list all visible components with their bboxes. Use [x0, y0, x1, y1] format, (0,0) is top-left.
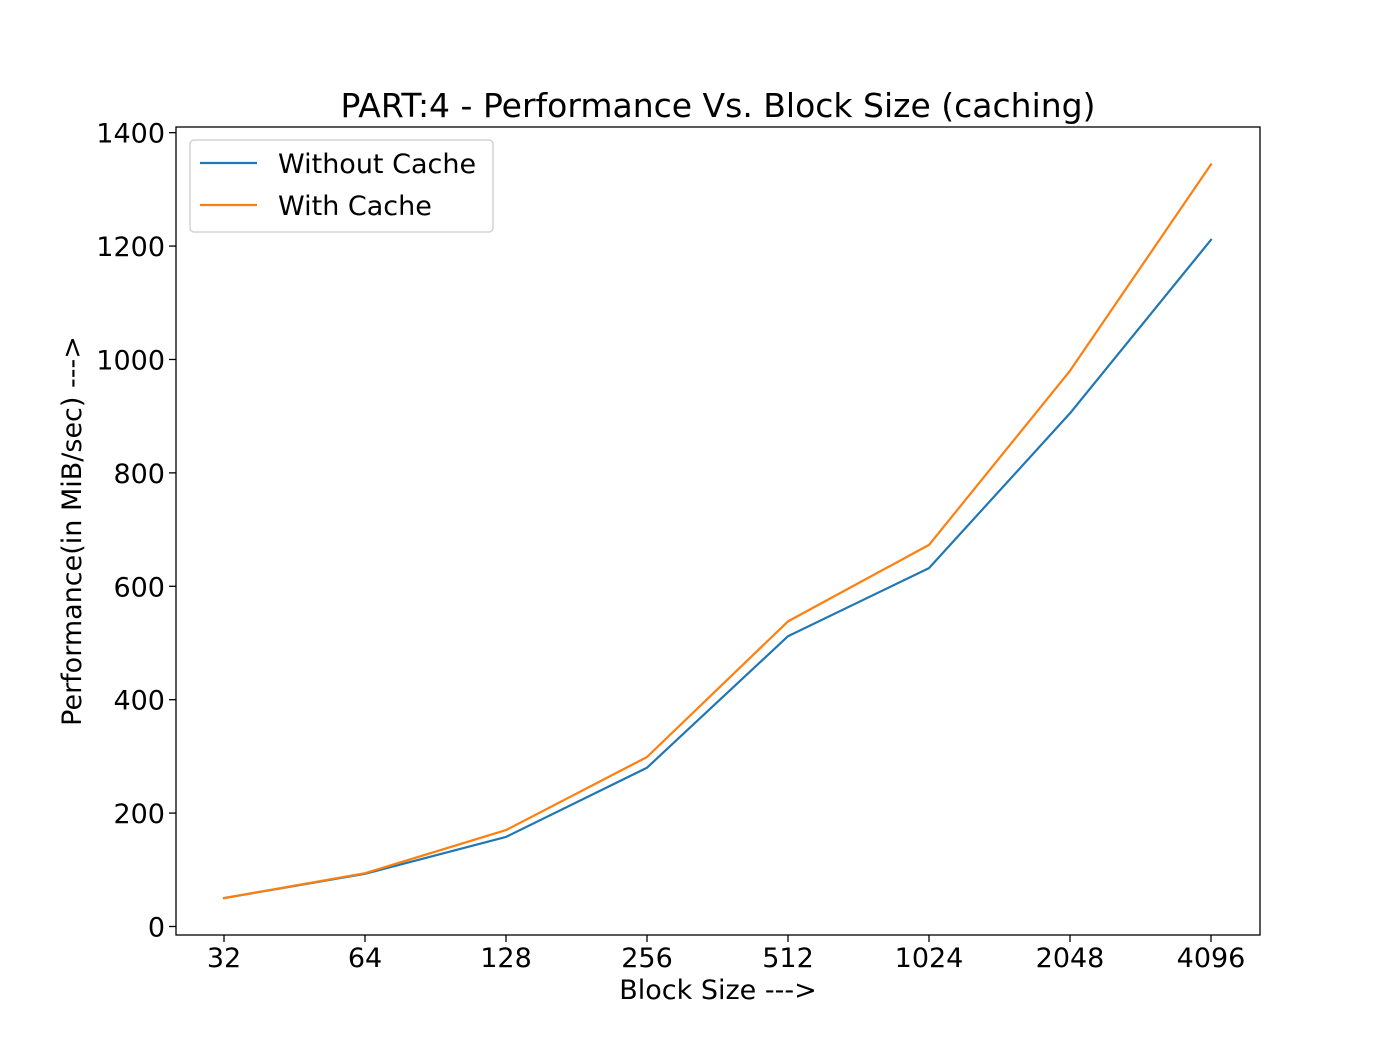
chart-title: PART:4 - Performance Vs. Block Size (cac… [341, 86, 1096, 125]
series-layer [222, 162, 1213, 900]
x-axis: 32 64 128 256 512 1024 2048 4096 [207, 935, 1246, 974]
x-tick-label: 1024 [895, 943, 964, 974]
x-tick-label: 128 [480, 943, 532, 974]
y-axis-label: Performance(in MiB/sec) ---> [57, 336, 88, 726]
legend-box [189, 139, 494, 233]
y-tick-label: 800 [113, 459, 165, 490]
y-tick-label: 1200 [96, 232, 165, 263]
x-tick-label: 4096 [1177, 943, 1246, 974]
y-axis: 0 200 400 600 800 1000 1200 1400 [96, 119, 176, 943]
y-tick-label: 600 [113, 572, 165, 603]
legend-items: Without Cache With Cache [200, 149, 476, 222]
y-tick-label: 400 [113, 686, 165, 717]
x-tick-label: 2048 [1036, 943, 1105, 974]
x-tick-label: 64 [348, 943, 382, 974]
series-line-with-cache [222, 162, 1213, 900]
y-tick-label: 1400 [96, 119, 165, 150]
plot-area-frame [175, 126, 1261, 936]
series-line-without-cache [222, 238, 1213, 900]
x-tick-label: 256 [621, 943, 673, 974]
x-axis-label: Block Size ---> [619, 975, 816, 1006]
legend: Without Cache With Cache [189, 139, 494, 233]
x-tick-label: 32 [207, 943, 241, 974]
legend-label: Without Cache [278, 149, 476, 180]
y-tick-label: 0 [148, 912, 165, 943]
legend-label: With Cache [278, 191, 432, 222]
x-tick-label: 512 [762, 943, 814, 974]
y-tick-label: 1000 [96, 345, 165, 376]
y-tick-label: 200 [113, 799, 165, 830]
